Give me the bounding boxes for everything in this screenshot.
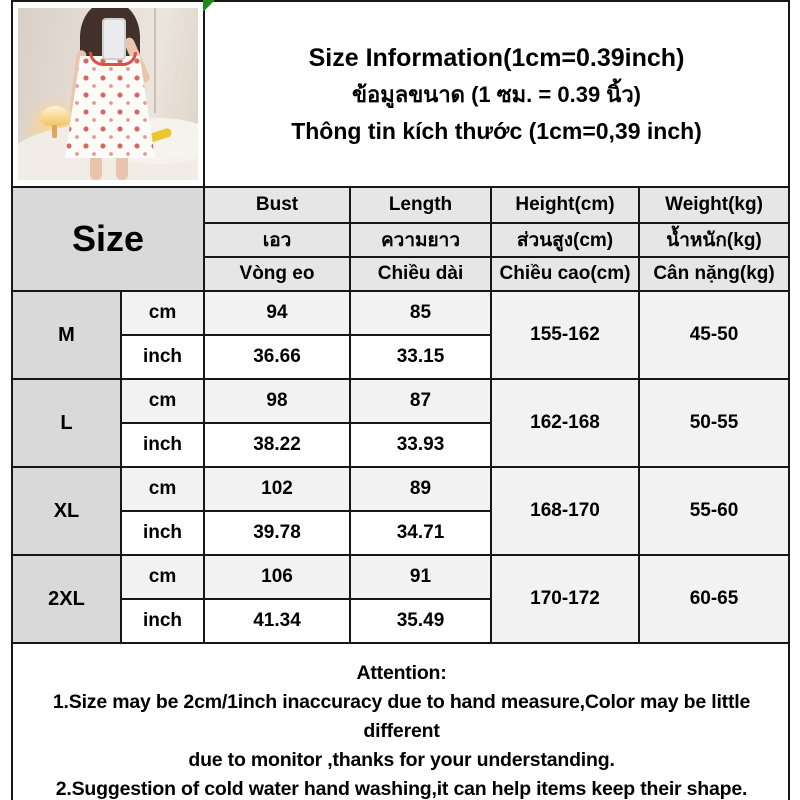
table-row: inch 38.22 33.93: [12, 422, 789, 468]
attention-note-1: 1.Size may be 2cm/1inch inaccuracy due t…: [52, 691, 751, 771]
table-row: inch 36.66 33.15: [12, 334, 789, 380]
lamp-stem: [52, 125, 57, 138]
col-header-weight-th: น้ำหนัก(kg): [637, 222, 791, 258]
unit-cm-label: cm: [120, 466, 205, 512]
col-header-height-en: Height(cm): [490, 186, 640, 224]
col-header-length-vi: Chiều dài: [349, 256, 492, 292]
table-row: L cm 98 87 162-168 50-55: [11, 378, 791, 468]
col-header-bust-vi: Vòng eo: [203, 256, 351, 292]
product-photo: [18, 8, 198, 180]
height-range-l: 162-168: [490, 378, 640, 468]
wall-corner-line: [154, 8, 156, 113]
unit-inch-label: inch: [120, 598, 205, 644]
bust-cm-xl: 102: [203, 466, 351, 512]
size-info-title-cell: Size Information(1cm=0.39inch) ข้อมูลขนา…: [202, 0, 791, 188]
bust-inch-2xl: 41.34: [203, 598, 351, 644]
attention-note-2: 2.Suggestion of cold water hand washing,…: [55, 778, 748, 800]
length-cm-m: 85: [349, 290, 492, 336]
attention-cell: Attention: 1.Size may be 2cm/1inch inacc…: [10, 642, 791, 800]
col-header-height-vi: Chiều cao(cm): [490, 256, 640, 292]
col-header-weight-vi: Cân nặng(kg): [637, 256, 791, 292]
size-table: Size Information(1cm=0.39inch) ข้อมูลขนา…: [10, 0, 791, 800]
length-inch-xl: 34.71: [349, 510, 492, 556]
weight-range-m: 45-50: [637, 290, 791, 380]
col-header-height-th: ส่วนสูง(cm): [490, 222, 640, 258]
unit-cm-label: cm: [120, 378, 205, 424]
col-header-bust-en: Bust: [203, 186, 351, 224]
header-row-vi: Vòng eo Chiều dài Chiều cao(cm) Cân nặng…: [12, 256, 791, 292]
height-range-m: 155-162: [490, 290, 640, 380]
weight-range-xl: 55-60: [637, 466, 791, 556]
col-header-length-th: ความยาว: [349, 222, 492, 258]
height-range-2xl: 170-172: [490, 554, 640, 644]
bust-inch-l: 38.22: [203, 422, 351, 468]
bust-inch-m: 36.66: [203, 334, 351, 380]
col-header-bust-th: เอว: [203, 222, 351, 258]
attention-heading: Attention:: [356, 662, 447, 684]
product-photo-cell: [11, 0, 205, 188]
phone-icon: [102, 18, 126, 60]
unit-inch-label: inch: [120, 334, 205, 380]
size-label-l: L: [11, 378, 122, 468]
unit-inch-label: inch: [120, 510, 205, 556]
size-label-m: M: [11, 290, 122, 380]
length-cm-l: 87: [349, 378, 492, 424]
length-cm-xl: 89: [349, 466, 492, 512]
table-row: 2XL cm 106 91 170-172 60-65: [11, 554, 791, 644]
length-cm-2xl: 91: [349, 554, 492, 600]
unit-cm-label: cm: [120, 290, 205, 336]
length-inch-m: 33.15: [349, 334, 492, 380]
size-label-xl: XL: [11, 466, 122, 556]
floral-nightgown: [65, 56, 155, 158]
size-info-title-th: ข้อมูลขนาด (1 ซม. = 0.39 นิ้ว): [352, 81, 642, 107]
length-inch-l: 33.93: [349, 422, 492, 468]
col-header-length-en: Length: [349, 186, 492, 224]
bust-inch-xl: 39.78: [203, 510, 351, 556]
model-left-leg: [90, 154, 102, 180]
table-row: inch 39.78 34.71: [12, 510, 789, 556]
attention-row: Attention: 1.Size may be 2cm/1inch inacc…: [10, 642, 791, 800]
header-row-th: เอว ความยาว ส่วนสูง(cm) น้ำหนัก(kg): [12, 222, 791, 258]
height-range-xl: 168-170: [490, 466, 640, 556]
model-right-leg: [116, 154, 128, 180]
size-label-2xl: 2XL: [11, 554, 122, 644]
top-row: Size Information(1cm=0.39inch) ข้อมูลขนา…: [11, 0, 791, 188]
bust-cm-m: 94: [203, 290, 351, 336]
size-header: Size: [11, 186, 205, 292]
table-row: XL cm 102 89 168-170 55-60: [11, 466, 791, 556]
size-info-title-en: Size Information(1cm=0.39inch): [308, 43, 685, 72]
unit-inch-label: inch: [120, 422, 205, 468]
table-row: inch 41.34 35.49: [12, 598, 789, 644]
size-chart-frame: Size Information(1cm=0.39inch) ข้อมูลขนา…: [10, 0, 791, 800]
bust-cm-2xl: 106: [203, 554, 351, 600]
attention-notes: Attention: 1.Size may be 2cm/1inch inacc…: [14, 655, 787, 800]
weight-range-2xl: 60-65: [637, 554, 791, 644]
weight-range-l: 50-55: [637, 378, 791, 468]
unit-cm-label: cm: [120, 554, 205, 600]
col-header-weight-en: Weight(kg): [637, 186, 791, 224]
header-row-en: Size Bust Length Height(cm) Weight(kg): [11, 186, 791, 292]
size-info-title-vi: Thông tin kích thước (1cm=0,39 inch): [291, 117, 702, 144]
lamp-icon: [40, 106, 70, 126]
table-row: M cm 94 85 155-162 45-50: [11, 290, 791, 380]
bust-cm-l: 98: [203, 378, 351, 424]
length-inch-2xl: 35.49: [349, 598, 492, 644]
